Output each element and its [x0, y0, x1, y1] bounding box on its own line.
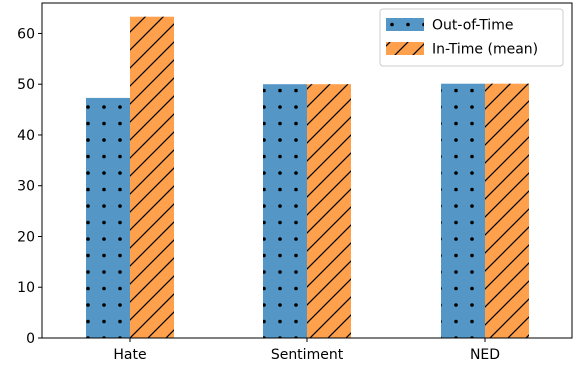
bar-pattern-in-time-mean-ned — [485, 83, 529, 338]
y-tick-label: 30 — [17, 179, 35, 195]
bar-pattern-out-of-time-hate — [86, 97, 130, 339]
x-tick-label: Sentiment — [271, 347, 344, 363]
bars-group — [86, 16, 529, 339]
y-tick-label: 60 — [17, 26, 35, 42]
y-tick-label: 20 — [17, 229, 35, 245]
bar-pattern-out-of-time-sentiment — [263, 84, 307, 338]
axes-group: 0 10 20 30 40 50 60 Hate Sentiment NED — [17, 2, 573, 363]
legend-label-out-of-time: Out-of-Time — [432, 18, 513, 34]
y-tick-label: 40 — [17, 128, 35, 144]
bar-pattern-in-time-mean-hate — [130, 16, 174, 338]
legend: Out-of-Time In-Time (mean) — [379, 8, 564, 67]
y-tick-label: 50 — [17, 77, 35, 93]
y-tick-label: 10 — [17, 280, 35, 296]
legend-frame — [379, 8, 564, 67]
x-tick-label: NED — [470, 347, 500, 363]
legend-swatch-pattern-in-time-mean — [386, 42, 424, 55]
y-tick-label: 0 — [26, 331, 35, 347]
bar-pattern-in-time-mean-sentiment — [307, 84, 351, 338]
legend-label-in-time-mean: In-Time (mean) — [432, 42, 538, 58]
x-tick-label: Hate — [113, 347, 146, 363]
legend-swatch-pattern-out-of-time — [386, 18, 424, 31]
bar-pattern-out-of-time-ned — [441, 83, 485, 338]
